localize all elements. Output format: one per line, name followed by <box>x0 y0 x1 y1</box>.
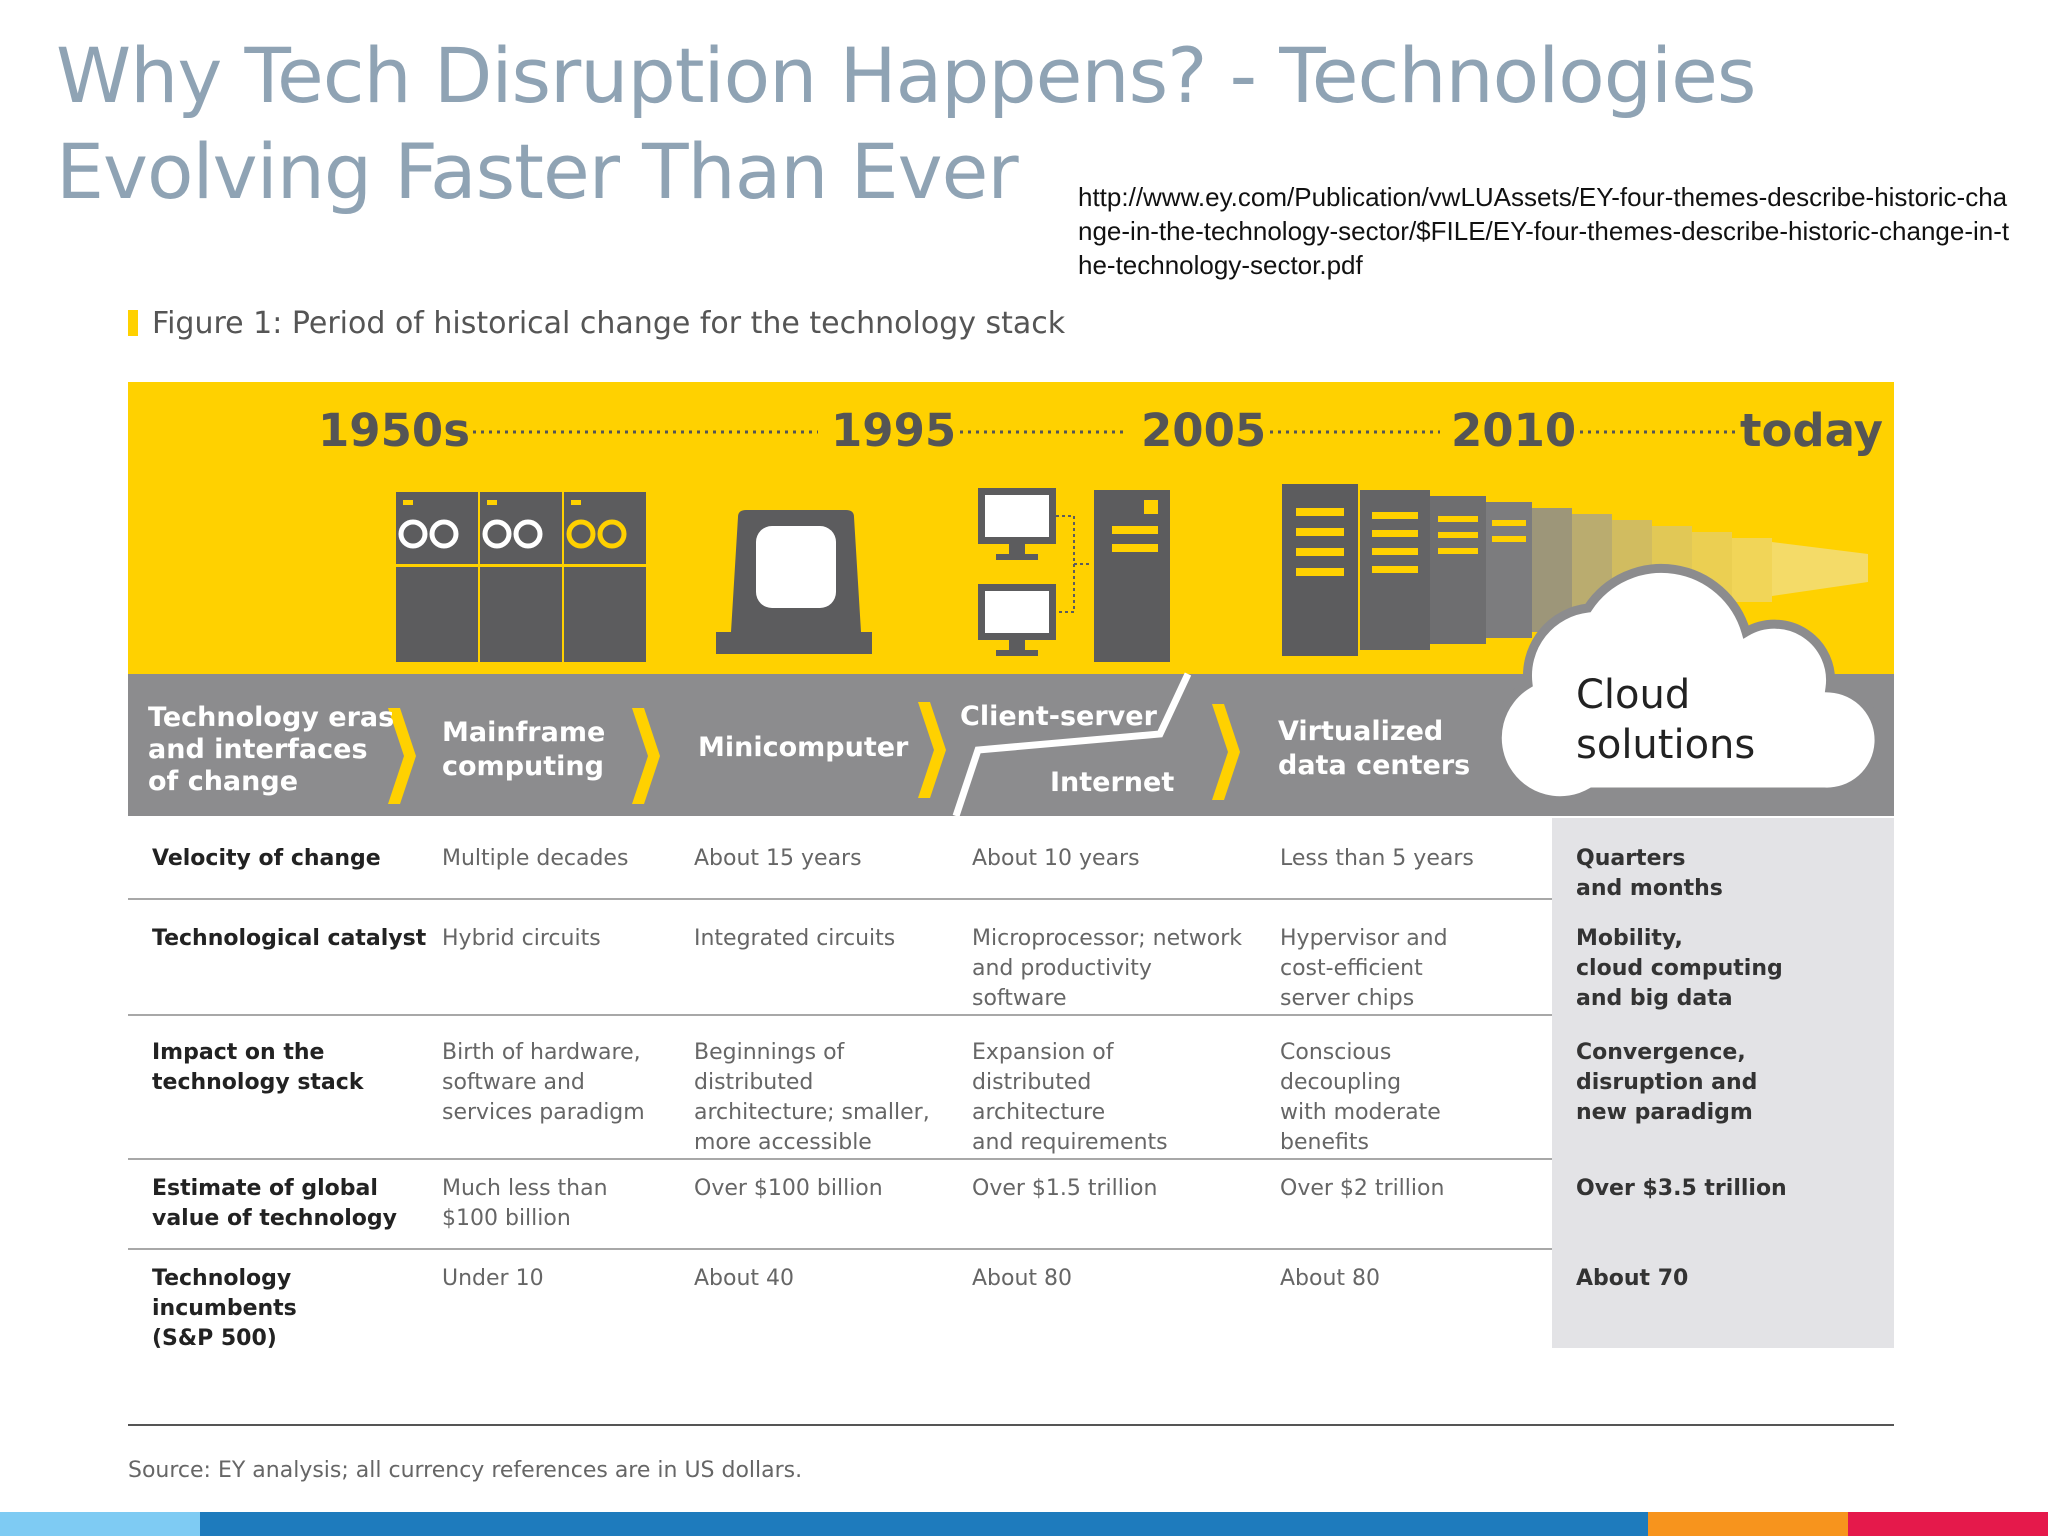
table-cell: Birth of hardware, software and services p… <box>442 1040 645 1125</box>
table-cell: Convergence, disruption and new paradigm <box>1576 1040 1758 1125</box>
row-label: Estimate of global value of technology <box>152 1176 397 1231</box>
year-label: 2005 <box>1141 404 1266 457</box>
slide-title: Why Tech Disruption Happens? - Technolog… <box>56 28 1816 220</box>
table-cell: Beginnings of distributed architecture; sm… <box>694 1040 930 1155</box>
table-cell: Over $2 trillion <box>1280 1176 1445 1201</box>
era-label-mainframe: Mainframe computing <box>442 717 615 782</box>
footer-segment <box>0 1512 200 1536</box>
table-cell: Mobility, cloud computing and big data <box>1576 926 1783 1011</box>
era-label-minicomputer: Minicomputer <box>698 732 909 763</box>
row-label: Technological catalyst <box>152 926 427 951</box>
era-label-internet: Internet <box>1050 767 1174 798</box>
highlight-column-cell <box>1552 1016 1894 1160</box>
table-cell: Less than 5 years <box>1280 846 1474 871</box>
source-note: Source: EY analysis; all currency refere… <box>128 1458 803 1483</box>
table-row: Estimate of global value of technology Mu… <box>128 1160 1894 1250</box>
chevron-icon <box>918 702 946 798</box>
table-row: Technology incumbents (S&P 500) Under 10 … <box>128 1250 1894 1351</box>
table-cell: Over $3.5 trillion <box>1576 1176 1787 1201</box>
table-cell: Integrated circuits <box>694 926 896 951</box>
table-cell: Under 10 <box>442 1266 544 1291</box>
table-cell: About 80 <box>972 1266 1073 1291</box>
cloud-label: Cloud solutions <box>1576 672 1755 768</box>
highlight-column-cell <box>1552 818 1894 900</box>
table-row: Velocity of change Multiple decades Abou… <box>128 818 1894 901</box>
title-line-1: Why Tech Disruption Happens? - Technolog… <box>56 31 1756 120</box>
table-cell: Over $1.5 trillion <box>972 1176 1158 1201</box>
table-cell: About 80 <box>1280 1266 1381 1291</box>
year-label: 2010 <box>1451 404 1576 457</box>
highlight-column-cell <box>1552 1160 1894 1250</box>
eras-header-label: Technology eras and interfaces of change <box>148 702 404 797</box>
table-row: Impact on the technology stack Birth of h… <box>128 1016 1894 1160</box>
chevron-icon <box>388 708 416 804</box>
mainframe-icon <box>396 492 646 662</box>
client-server-icon <box>978 488 1170 662</box>
cloud-icon <box>1492 563 1884 806</box>
highlight-column-cell <box>1552 900 1894 1016</box>
technology-eras-banner: 1950s 1995 2005 2010 today <box>128 382 1894 818</box>
minicomputer-icon <box>716 510 872 654</box>
technology-table: Velocity of change Multiple decades Abou… <box>128 818 1894 1351</box>
figure-caption: Figure 1: Period of historical change fo… <box>128 304 1065 344</box>
table-cell: About 10 years <box>972 846 1140 871</box>
year-label: 1995 <box>831 404 956 457</box>
footer-color-bar <box>0 1512 2048 1536</box>
era-label-virtualized: Virtualized data centers <box>1278 716 1470 781</box>
table-cell: Microprocessor; network and productivity s… <box>972 926 1243 1011</box>
table-cell: About 15 years <box>694 846 862 871</box>
chevron-icon <box>632 708 660 804</box>
figure-bottom-rule <box>128 1424 1894 1426</box>
highlight-column-cell <box>1552 1250 1894 1348</box>
caption-marker <box>128 310 138 336</box>
table-cell: Expansion of distributed architecture and r… <box>972 1040 1168 1155</box>
table-cell: About 70 <box>1576 1266 1689 1291</box>
source-url: http://www.ey.com/Publication/vwLUAssets… <box>1078 182 2010 280</box>
figure-caption-text: Figure 1: Period of historical change fo… <box>152 306 1066 341</box>
table-cell: About 40 <box>694 1266 795 1291</box>
table-cell: Much less than $100 billion <box>442 1176 608 1231</box>
row-label: Velocity of change <box>152 846 381 871</box>
row-label: Technology incumbents (S&P 500) <box>152 1266 297 1351</box>
table-cell: Over $100 billion <box>694 1176 883 1201</box>
footer-segment <box>1648 1512 1848 1536</box>
table-cell: Hypervisor and cost-efficient server chips <box>1280 926 1448 1011</box>
table-cell: Conscious decoupling with moderate benefits <box>1280 1040 1441 1155</box>
footer-segment <box>200 1512 1648 1536</box>
year-label: 1950s <box>318 404 470 457</box>
row-label: Impact on the technology stack <box>152 1040 364 1095</box>
era-label-client-server: Client-server <box>960 701 1158 732</box>
title-line-2: Evolving Faster Than Ever <box>56 127 1019 216</box>
year-label: today <box>1740 404 1883 457</box>
table-cell: Multiple decades <box>442 846 629 871</box>
footer-segment <box>1848 1512 2048 1536</box>
server-rack-icon <box>1282 484 1868 656</box>
table-row: Technological catalyst Hybrid circuits I… <box>128 900 1894 1016</box>
era-divider <box>952 672 1192 818</box>
chevron-icon <box>1212 704 1240 800</box>
table-cell: Hybrid circuits <box>442 926 601 951</box>
table-cell: Quarters and months <box>1576 846 1723 901</box>
